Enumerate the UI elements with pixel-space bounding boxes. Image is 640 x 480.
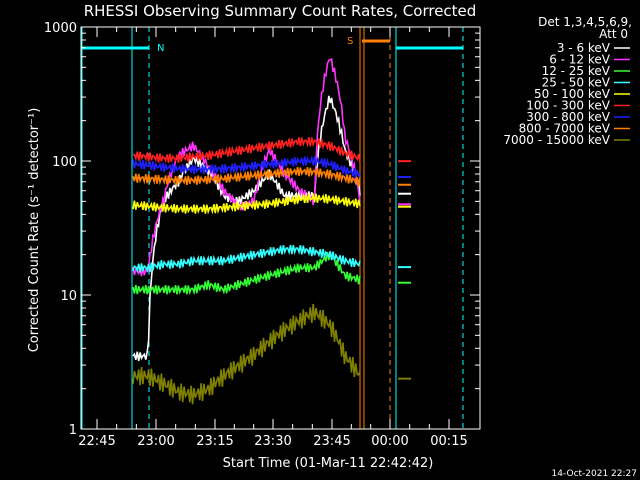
y-tick-label-2: 100 [52,155,77,170]
series-line-1 [132,57,361,277]
series-line-4 [132,192,361,215]
legend-entry-1: 6 - 12 keV [549,53,611,67]
legend-entry-0: 3 - 6 keV [557,41,611,55]
x-tick-label-0: 22:45 [78,434,115,449]
series-line-2 [132,251,361,296]
y-tick-label-1: 10 [60,289,77,304]
chart-marks [132,57,411,405]
axes: 1 10 100 1000 22:45 23:00 23:15 23:30 23:45 00:00… [44,21,481,449]
night-label: N [157,43,164,54]
saa-label: S [347,36,353,47]
legend-entry-6: 300 - 800 keV [526,110,610,124]
series-line-0 [132,95,361,362]
x-axis-label: Start Time (01-Mar-11 22:42:42) [223,456,434,471]
series-line-6 [132,154,361,178]
y-axis-label: Corrected Count Rate (s⁻¹ detector⁻¹) [27,108,42,353]
x-tick-label-1: 23:00 [137,434,174,449]
x-tick-label-6: 00:15 [430,434,467,449]
y-tick-label-3: 1000 [44,21,77,36]
x-tick-label-5: 00:00 [371,434,408,449]
series-line-8 [132,303,361,405]
legend-entry-7: 800 - 7000 keV [519,122,611,136]
legend-entry-8: 7000 - 15000 keV [503,133,610,147]
series-line-7 [132,166,361,187]
series-line-5 [133,137,361,164]
footer-date: 14-Oct-2021 22:27 [552,469,637,479]
x-tick-label-3: 23:30 [254,434,291,449]
plot-area: NS [81,27,464,429]
plot-frame [80,26,481,430]
legend-entry-2: 12 - 25 keV [542,64,611,78]
legend-entry-3: 25 - 50 keV [542,76,611,90]
y-tick-label-0: 1 [69,423,77,438]
legend-entry-5: 100 - 300 keV [526,99,610,113]
legend-header-line-1: Det 1,3,4,5,6,9, [538,15,632,29]
x-tick-label-2: 23:15 [196,434,233,449]
legend-header-line-2: Att 0 [599,27,628,41]
legend-entry-4: 50 - 100 keV [534,87,611,101]
chart-title: RHESSI Observing Summary Count Rates, Co… [84,2,477,20]
series-line-3 [132,244,361,273]
x-tick-label-4: 23:45 [313,434,350,449]
